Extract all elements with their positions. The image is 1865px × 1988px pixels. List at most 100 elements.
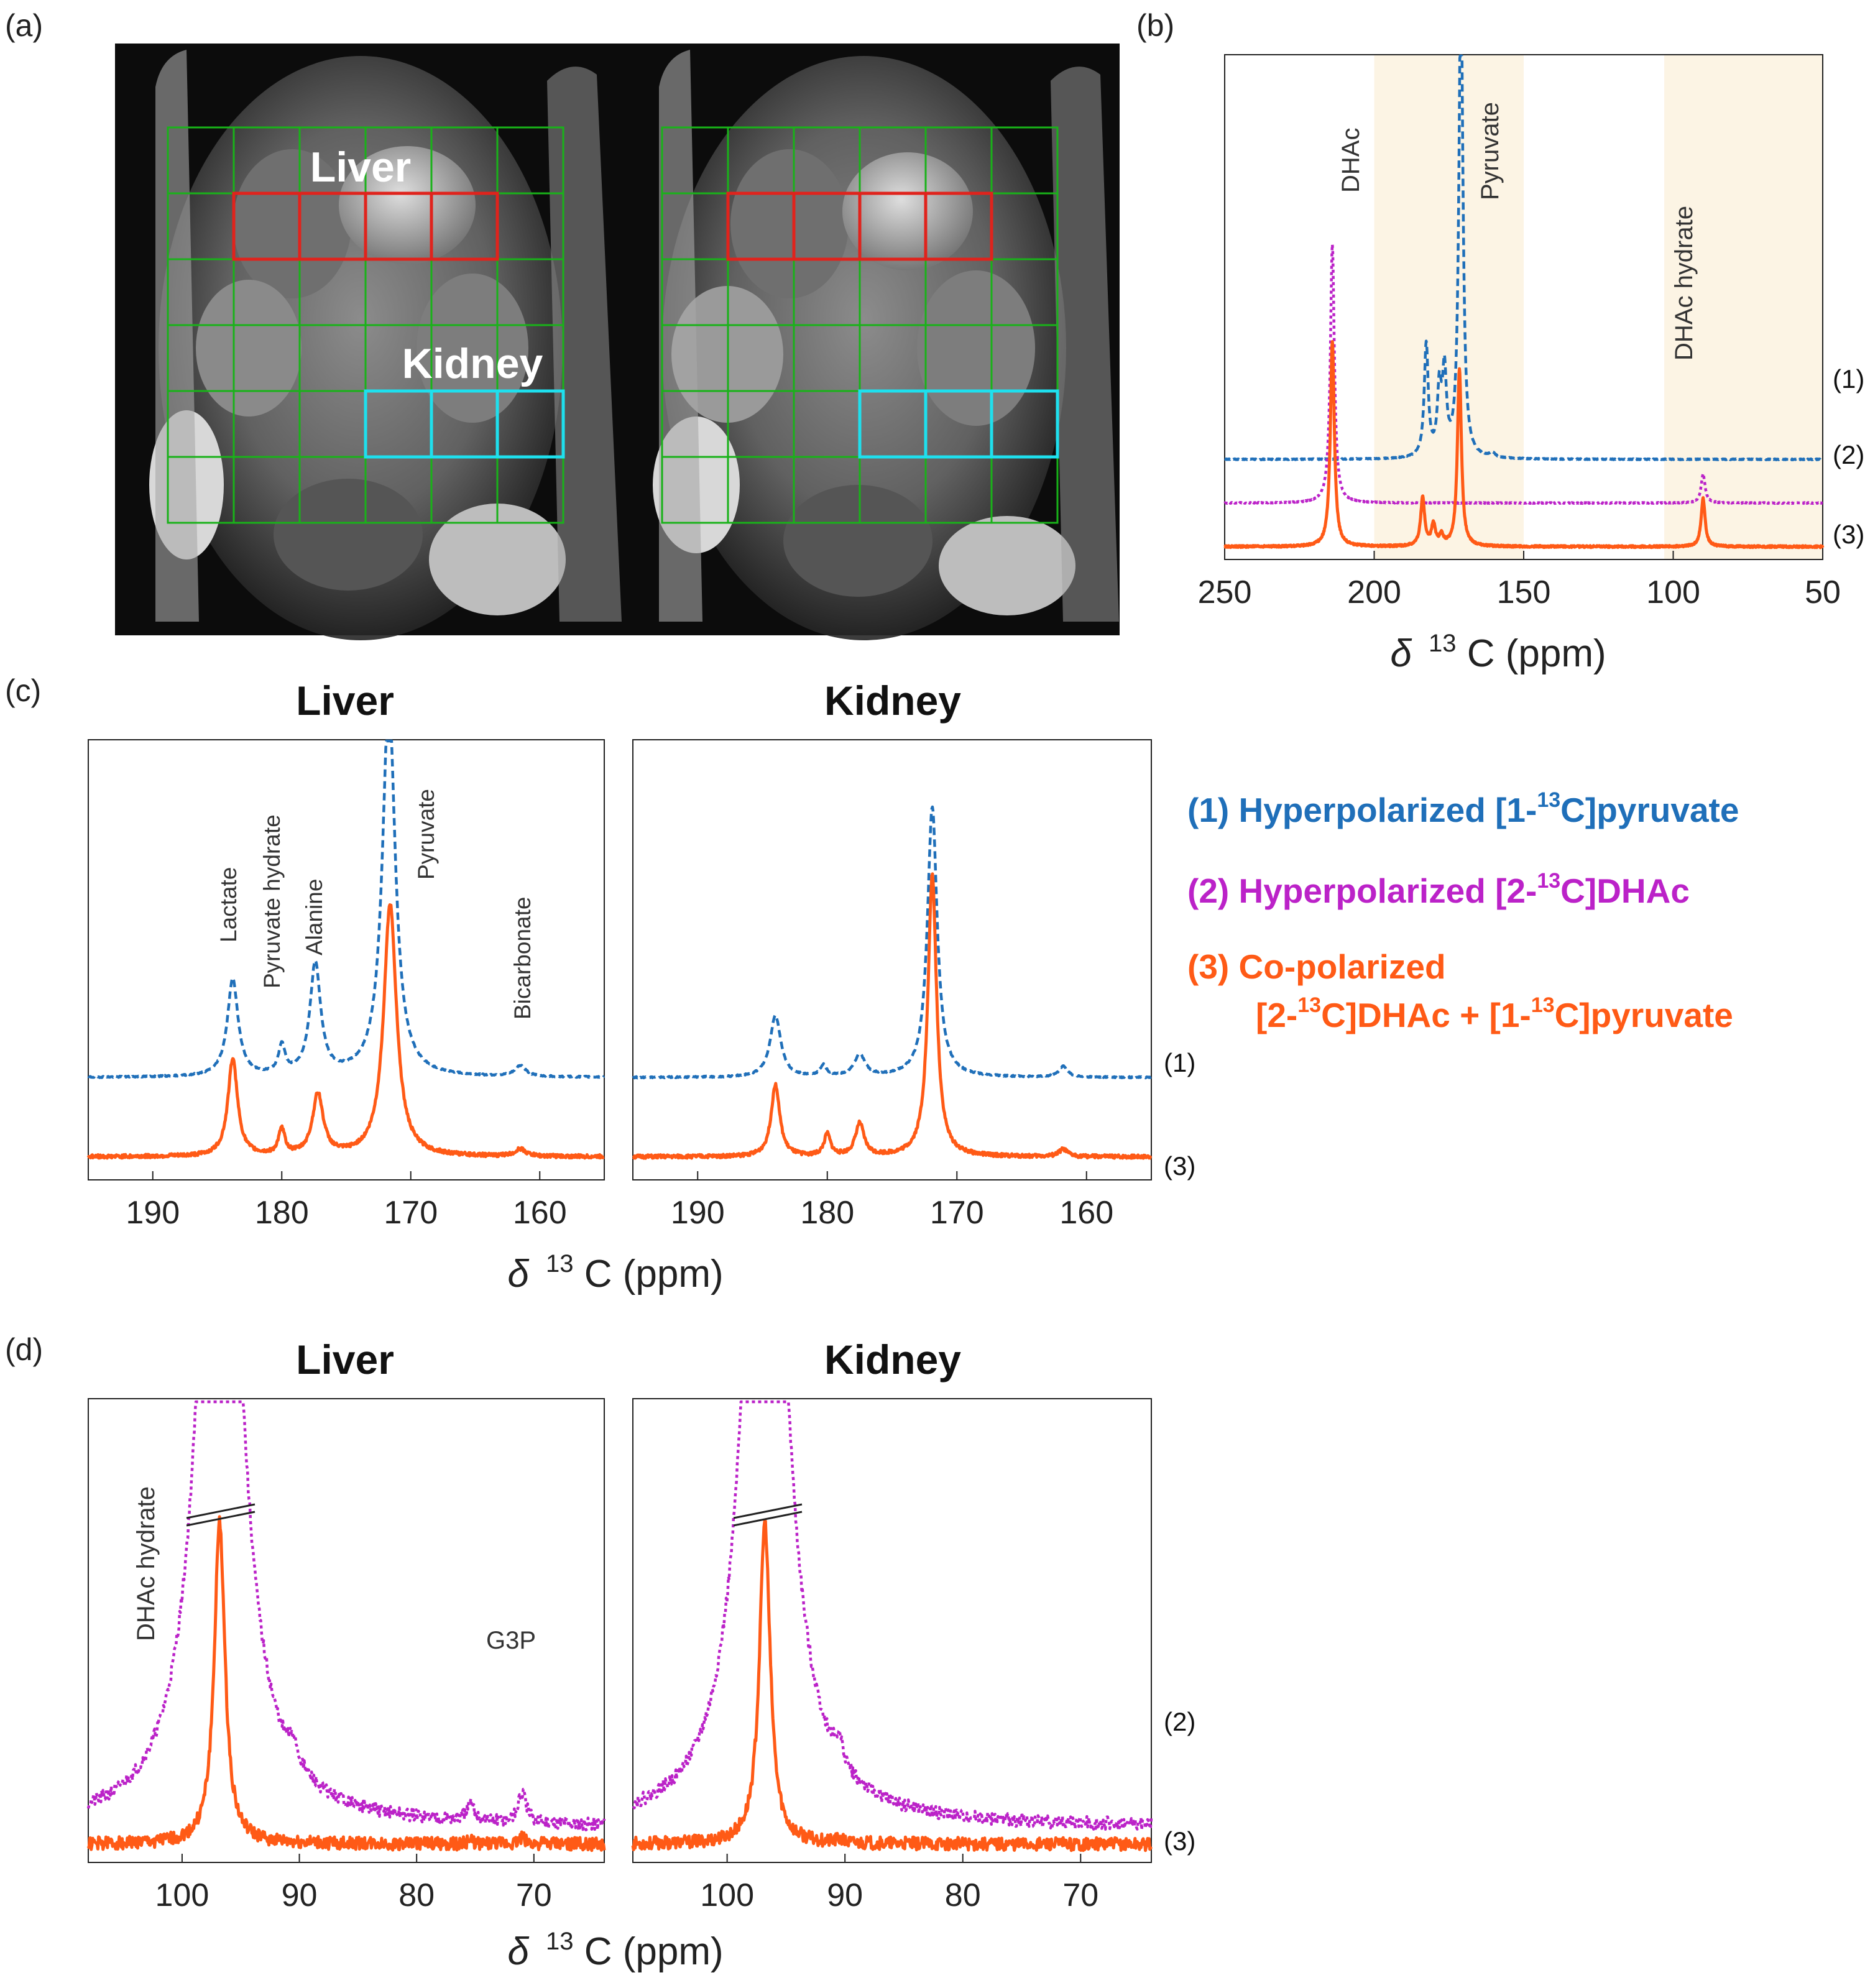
chart-c-kidney: Kidney 190 180 170 160 (1) (3) xyxy=(632,678,1195,1231)
chart-c-kidney-frame xyxy=(632,739,1152,1180)
x-tick-label: 160 xyxy=(513,1195,567,1231)
chart-c-kidney-ticks: 190 180 170 160 xyxy=(671,1171,1113,1231)
chart-d-kidney-frame xyxy=(632,1398,1152,1863)
xlabel-sup: 13 xyxy=(546,1928,574,1955)
chart-c-liver-title: Liver xyxy=(296,678,394,724)
legend-item-1: (1) Hyperpolarized [1-13C]pyruvate xyxy=(1187,788,1739,829)
chart-c-liver-frame xyxy=(88,739,605,1180)
chart-c-trace-label-3: (3) xyxy=(1164,1151,1195,1180)
chart-c-annotation-bicarbonate: Bicarbonate xyxy=(510,897,535,1019)
chart-b-series xyxy=(1223,54,1825,550)
legend-item-3-text1: [2- xyxy=(1256,996,1297,1034)
chart-b-trace-label-3: (3) xyxy=(1833,520,1864,549)
axis-break-mark-kidney xyxy=(733,1503,803,1527)
legend-item-3b: [2-13C]DHAc + [1-13C]pyruvate xyxy=(1256,993,1733,1034)
spectrum-trace-2 xyxy=(86,1400,606,1832)
chart-d-kidney-ticks: 100 90 80 70 xyxy=(700,1854,1098,1913)
x-tick-label: 180 xyxy=(255,1195,309,1231)
highlight-band xyxy=(1664,55,1823,559)
legend-item-1-text: (1) Hyperpolarized [1- xyxy=(1187,791,1537,829)
legend-item-1-sup: 13 xyxy=(1537,788,1560,812)
xlabel-delta: δ xyxy=(507,1253,529,1295)
xlabel-delta: δ xyxy=(507,1930,529,1973)
chart-d-liver-ticks: 100 90 80 70 xyxy=(155,1854,552,1913)
spectrum-trace-3 xyxy=(86,1515,606,1852)
roi-label-liver: Liver xyxy=(310,144,412,191)
spectrum-trace-3 xyxy=(631,1519,1153,1852)
panel-label-b: (b) xyxy=(1136,8,1174,43)
chart-c-annotation-alanine: Alanine xyxy=(302,879,327,955)
spectrum-trace-3 xyxy=(86,903,606,1160)
panel-label-c: (c) xyxy=(5,673,41,708)
x-tick-label: 150 xyxy=(1497,574,1551,610)
chart-b-trace-label-1: (1) xyxy=(1833,364,1864,393)
legend: (1) Hyperpolarized [1-13C]pyruvate (2) H… xyxy=(1187,788,1739,1034)
chart-c-liver-ticks: 190 180 170 160 xyxy=(126,1171,567,1231)
xlabel-delta: δ xyxy=(1390,632,1412,675)
chart-c-annotation-pyruvate: Pyruvate xyxy=(413,789,439,880)
legend-item-3-line1: (3) Co-polarized xyxy=(1187,947,1446,986)
xlabel-text: C (ppm) xyxy=(584,1930,724,1973)
x-tick-label: 70 xyxy=(1062,1877,1098,1913)
chart-d-liver-frame xyxy=(88,1398,605,1863)
spectrum-trace-1 xyxy=(632,805,1153,1080)
x-tick-label: 160 xyxy=(1059,1195,1113,1231)
x-tick-label: 190 xyxy=(126,1195,180,1231)
legend-item-3-sup2: 13 xyxy=(1531,993,1555,1017)
chart-b-annotation-pyruvate: Pyruvate xyxy=(1476,102,1504,200)
legend-item-2-text: (2) Hyperpolarized [2- xyxy=(1187,872,1537,910)
chart-b-trace-label-2: (2) xyxy=(1833,440,1864,469)
xlabel-sup: 13 xyxy=(546,1250,574,1277)
chart-d-trace-label-2: (2) xyxy=(1164,1707,1195,1736)
highlight-band xyxy=(1374,55,1524,559)
chart-d-kidney-series xyxy=(631,1400,1153,1852)
chart-c-liver: Liver 190 180 170 160 Lactate Pyruvate hydr… xyxy=(86,678,606,1231)
mri-panel: Liver Kidney xyxy=(115,44,1120,640)
chart-b-annotation-dhac-hydrate: DHAc hydrate xyxy=(1670,206,1698,361)
x-tick-label: 190 xyxy=(671,1195,725,1231)
chart-d-annotation-g3p: G3P xyxy=(486,1627,536,1654)
legend-item-2: (2) Hyperpolarized [2-13C]DHAc xyxy=(1187,869,1690,910)
chart-d-trace-label-3: (3) xyxy=(1164,1826,1195,1856)
liver-roi-voxel xyxy=(924,191,993,261)
x-tick-label: 80 xyxy=(398,1877,435,1913)
chart-d-xlabel: δ 13 C (ppm) xyxy=(507,1915,723,1973)
xlabel-text: C (ppm) xyxy=(1467,632,1606,675)
spectrum-trace-1 xyxy=(1223,54,1824,461)
x-tick-label: 170 xyxy=(930,1195,984,1231)
chart-c-liver-series xyxy=(86,739,606,1160)
chart-d-annotation-dhac-hydrate: DHAc hydrate xyxy=(132,1486,160,1641)
panel-label-a: (a) xyxy=(5,8,43,43)
legend-item-2-sup: 13 xyxy=(1537,869,1560,893)
panel-label-d: (d) xyxy=(5,1332,43,1367)
x-tick-label: 100 xyxy=(155,1877,210,1913)
chart-c-annotation-pyruvate-hydrate: Pyruvate hydrate xyxy=(259,814,285,988)
chart-b-highlights xyxy=(1374,55,1823,559)
x-tick-label: 200 xyxy=(1347,574,1401,610)
x-tick-label: 180 xyxy=(800,1195,854,1231)
chart-d-kidney-title: Kidney xyxy=(824,1337,961,1383)
x-tick-label: 80 xyxy=(945,1877,981,1913)
mri-image-left xyxy=(149,50,622,640)
x-tick-label: 70 xyxy=(516,1877,552,1913)
liver-roi-voxel xyxy=(430,191,499,261)
chart-d-kidney: Kidney 100 90 80 70 (2) (3) xyxy=(631,1337,1195,1913)
spectrum-trace-1 xyxy=(87,739,606,1079)
x-tick-label: 250 xyxy=(1198,574,1252,610)
legend-item-2-text2: C]DHAc xyxy=(1560,872,1690,910)
spectrum-trace-3 xyxy=(1223,340,1825,550)
x-tick-label: 170 xyxy=(384,1195,438,1231)
mri-image-right xyxy=(653,50,1119,640)
chart-b: 250 200 150 100 50 DHAc Pyruvate DHAc hydrat… xyxy=(1198,54,1864,675)
chart-d-liver-series xyxy=(86,1400,606,1852)
x-tick-label: 50 xyxy=(1805,574,1841,610)
chart-b-ticks: 250 200 150 100 50 xyxy=(1198,551,1841,610)
legend-item-1-text2: C]pyruvate xyxy=(1560,791,1739,829)
mri-voxel-grids xyxy=(167,126,1059,524)
chart-c-annotation-lactate: Lactate xyxy=(216,867,241,942)
axis-break-mark-liver xyxy=(186,1503,256,1527)
legend-item-3-text3: C]pyruvate xyxy=(1555,996,1733,1034)
chart-d-liver: Liver 100 90 80 70 DHAc hydrate G3P xyxy=(86,1337,606,1913)
chart-d-liver-title: Liver xyxy=(296,1337,394,1383)
